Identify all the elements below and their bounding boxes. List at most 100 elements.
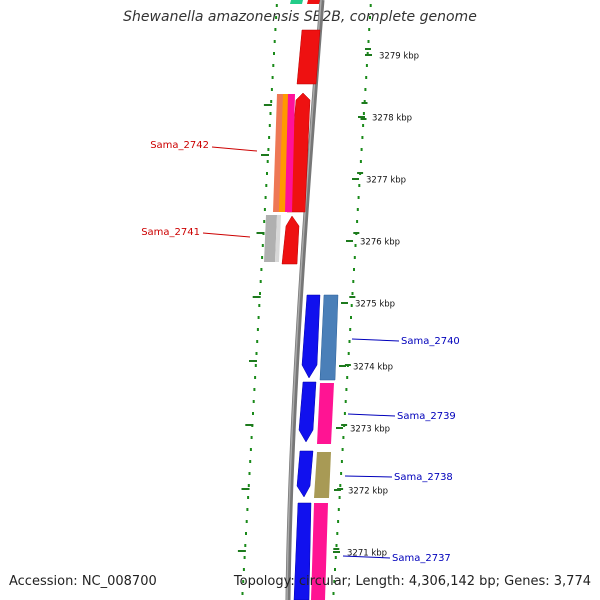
gc-dash-outer [344, 364, 351, 366]
gc-dash-inner [249, 360, 257, 362]
gc-dot-inner [261, 256, 264, 259]
gc-dot-outer [368, 28, 371, 31]
gc-dot-inner [250, 436, 253, 439]
kbp-tick-label: 3275 kbp [355, 300, 395, 310]
kbp-tick [341, 302, 348, 304]
accession-text: Accession: NC_008700 [9, 574, 157, 589]
kbp-tick [339, 365, 346, 367]
gc-dot-outer [346, 376, 349, 379]
gc-dot-inner [265, 184, 268, 187]
gc-dot-inner [242, 568, 245, 571]
kbp-tick [334, 489, 341, 491]
gc-dot-inner [274, 28, 277, 31]
topology-text: Topology: circular; Length: 4,306,142 bp… [233, 574, 591, 589]
gc-dot-outer [366, 52, 369, 55]
gc-dot-inner [247, 484, 250, 487]
gc-dot-inner [268, 136, 271, 139]
gene-label[interactable]: Sama_2738 [394, 472, 453, 483]
kbp-tick [352, 178, 359, 180]
gc-dot-inner [269, 112, 272, 115]
gc-dot-inner [264, 196, 267, 199]
gene-feature-reverse-2742-c [285, 94, 295, 212]
gene-label[interactable]: Sama_2739 [397, 411, 456, 422]
gc-dot-inner [261, 244, 264, 247]
gc-dot-inner [263, 220, 266, 223]
gc-dash-outer [349, 296, 356, 298]
gc-dot-outer [356, 208, 359, 211]
gene-feature-2740 [319, 294, 339, 381]
gc-dot-outer [364, 88, 367, 91]
gene-feature-forward-3 [281, 215, 300, 265]
gc-dash-inner [241, 488, 250, 490]
gc-dot-inner [249, 460, 252, 463]
gc-dot-outer [333, 580, 336, 583]
kbp-tick-label: 3277 kbp [366, 176, 406, 186]
gc-dot-inner [256, 328, 259, 331]
gene-feature-top-red [307, 0, 320, 4]
gc-dot-inner [243, 556, 246, 559]
gc-dot-outer [332, 592, 335, 595]
gc-dot-outer [365, 64, 368, 67]
gene-label[interactable]: Sama_2741 [141, 227, 200, 238]
gc-dot-outer [348, 340, 351, 343]
gene-label[interactable]: Sama_2737 [392, 553, 451, 564]
kbp-tick [336, 427, 343, 429]
gc-dot-inner [271, 76, 274, 79]
gc-dot-inner [256, 340, 259, 343]
gene-feature-reverse-blue-3 [296, 450, 314, 498]
gene-label-leader [211, 146, 258, 152]
gc-dot-outer [344, 400, 347, 403]
gene-feature-reverse-blue-4 [293, 502, 312, 600]
gc-dot-outer [360, 148, 363, 151]
gene-feature-2738 [314, 452, 331, 498]
gene-label[interactable]: Sama_2740 [401, 336, 460, 347]
gc-dot-outer [354, 244, 357, 247]
gc-dot-outer [334, 568, 336, 571]
gc-dash-outer [361, 102, 368, 104]
gc-dot-outer [356, 220, 359, 223]
gc-dot-outer [369, 16, 371, 19]
gc-dot-inner [245, 532, 247, 535]
gc-dot-outer [365, 76, 368, 79]
gc-dot-inner [255, 352, 258, 355]
gc-dot-inner [254, 364, 257, 367]
gc-dot-inner [258, 304, 261, 307]
gc-dash-inner [245, 424, 254, 426]
gc-dash-outer [360, 118, 367, 120]
gc-dot-outer [353, 268, 355, 271]
gc-dot-inner [275, 16, 278, 19]
gc-dot-inner [266, 160, 269, 163]
gc-dash-inner [256, 232, 265, 234]
gc-dot-outer [358, 184, 361, 187]
map-title: Shewanella amazonensis SB2B, complete ge… [123, 9, 477, 25]
kbp-tick-label: 3273 kbp [350, 425, 390, 435]
gc-dot-outer [336, 532, 339, 535]
kbp-tick-label: 3272 kbp [348, 487, 388, 497]
gene-feature-2739 [317, 383, 334, 444]
gene-feature-reverse-2741-a [264, 215, 277, 262]
gc-dot-outer [342, 436, 345, 439]
kbp-tick [333, 551, 340, 553]
gc-dash-outer [365, 48, 371, 50]
gc-dot-outer [347, 352, 350, 355]
gc-dot-inner [267, 148, 270, 151]
gc-dash-outer [341, 424, 348, 426]
gene-label-leader [347, 413, 396, 417]
gc-dash-inner [252, 296, 261, 298]
kbp-tick [346, 240, 353, 242]
gc-dot-inner [241, 592, 244, 595]
gc-dot-outer [367, 40, 370, 43]
gc-dot-inner [263, 208, 266, 211]
gc-dot-inner [245, 520, 248, 523]
gc-dot-inner [268, 124, 271, 127]
gc-dot-outer [337, 508, 340, 511]
gc-dot-inner [246, 508, 249, 511]
gene-label[interactable]: Sama_2742 [150, 140, 209, 151]
gc-dot-outer [337, 520, 340, 523]
gene-feature-2737 [311, 503, 328, 600]
gc-dot-outer [357, 196, 360, 199]
gc-dot-inner [248, 472, 251, 475]
gc-dot-inner [254, 376, 257, 379]
gc-content-dots [237, 4, 372, 595]
